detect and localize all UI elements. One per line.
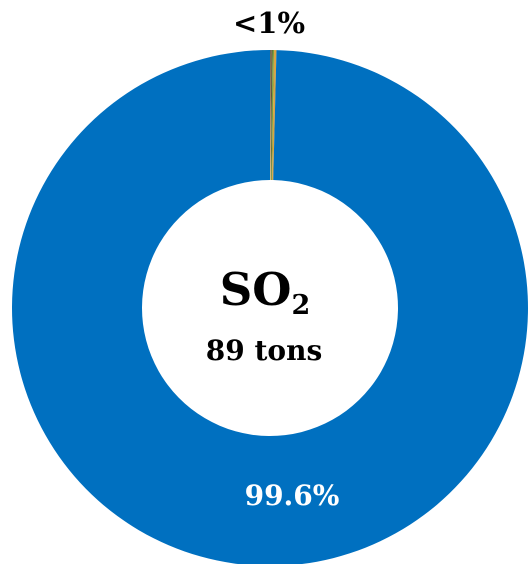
center-subtitle: 89 tons [206, 334, 322, 367]
main-slice-data-label: 99.6% [245, 479, 340, 512]
donut-slice-main [12, 50, 528, 564]
small-slice-separator [270, 50, 272, 181]
donut-slice-small-2 [272, 50, 277, 181]
donut-slices [12, 50, 528, 564]
center-title-base: SO [220, 263, 292, 316]
center-title-subscript: 2 [291, 290, 310, 321]
donut-slice-small-1 [271, 50, 275, 181]
center-title: SO2 [220, 263, 311, 321]
small-slices-label: <1% [233, 6, 305, 40]
